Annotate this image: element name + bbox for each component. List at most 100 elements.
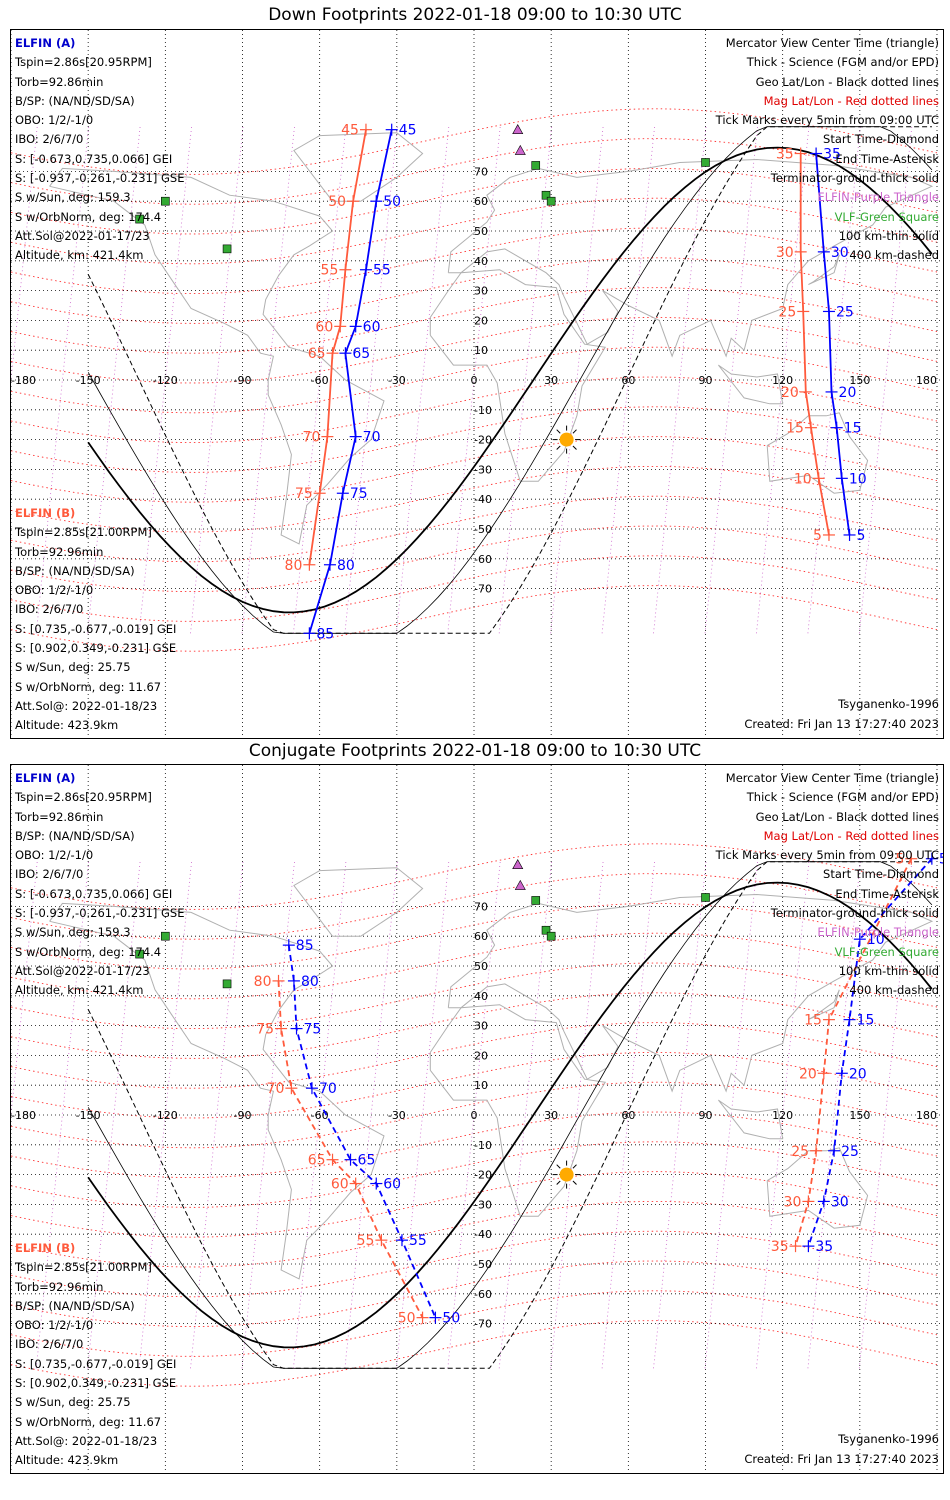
elfin-a-track	[287, 944, 437, 1318]
mag-lon-line	[704, 861, 758, 1369]
lat-tick-label: -30	[474, 1198, 492, 1211]
lon-tick-label: 180	[916, 374, 937, 387]
vlf-square	[161, 931, 170, 941]
lat-tick-label: -10	[474, 1139, 492, 1152]
elfin-b-tick-label: 60	[315, 319, 333, 335]
legend-item: Thick - Science (FGM and/or EPD)	[746, 55, 939, 70]
legend-item: ELFIN-Purple Triangle	[817, 925, 939, 940]
mag-lat-line	[11, 257, 938, 324]
mag-lon-line	[241, 126, 295, 634]
mag-lon-line	[395, 126, 450, 634]
coastline	[718, 1099, 784, 1140]
lon-tick-label: -90	[234, 374, 252, 387]
lon-tick-label: 0	[471, 1109, 478, 1122]
conjugate-footprints-map: -180 -150 -120 -90 -60 -30 0 30 60 90 120 150 180 70 6…	[10, 764, 944, 1474]
elfin-b-label: ELFIN (B)	[15, 506, 76, 520]
elfin-a-tick-label: 75	[350, 486, 368, 502]
mag-lat-line	[11, 495, 938, 563]
terminator-line	[87, 881, 933, 1349]
info-line: Att.Sol@: 2022-01-18/23	[15, 1433, 158, 1448]
lat-tick-label: -30	[474, 463, 492, 476]
mag-lon-line	[807, 861, 861, 1369]
legend-item: Thick - Science (FGM and/or EPD)	[746, 790, 939, 805]
lon-tick-label: 150	[849, 1109, 870, 1122]
lon-tick-label: 180	[916, 1109, 937, 1122]
mag-lon-line	[344, 126, 398, 634]
coastline	[293, 867, 424, 937]
mag-lon-line	[756, 861, 810, 1369]
lat-tick-label: 50	[474, 225, 488, 238]
lon-tick-label: 120	[772, 374, 793, 387]
mag-lon-line	[807, 126, 861, 634]
lat-tick-label: -40	[474, 1228, 492, 1241]
lon-tick-label: -150	[76, 1109, 101, 1122]
elfin-b-tick-label: 15	[804, 1013, 822, 1029]
terminator-100km	[87, 126, 933, 634]
elfin-a-tick-label: 20	[839, 385, 857, 401]
lon-tick-label: 60	[621, 374, 635, 387]
legend-item: Tick Marks every 5min from 09:00 UTC	[715, 848, 939, 863]
down-footprints-map: -180 -150 -120 -90 -60 -30 0 30 60 90 120 150 180 70 6…	[10, 29, 944, 739]
lon-tick-label: -90	[234, 1109, 252, 1122]
mag-lon-line	[447, 126, 501, 634]
info-line: S: [0.735,-0.677,-0.019] GEI	[15, 621, 177, 636]
vlf-square	[546, 931, 556, 941]
elfin-a-tick-label: 20	[849, 1066, 867, 1082]
legend-item: Terminator-ground-thick solid	[770, 906, 939, 921]
model-credits: Tsyganenko-1996 Created: Fri Jan 13 17:2…	[744, 1430, 939, 1469]
vlf-square	[546, 196, 556, 206]
info-line: B/SP: (NA/ND/SD/SA)	[15, 563, 135, 578]
elfin-a-label: ELFIN (A)	[15, 36, 76, 50]
info-line: S w/Sun, deg: 25.75	[15, 660, 131, 675]
mag-lon-line	[550, 126, 604, 634]
mag-lon-line	[11, 126, 38, 384]
lon-tick-label: 90	[699, 374, 713, 387]
legend-item: End Time-Asterisk	[835, 886, 939, 901]
coastline	[808, 254, 840, 286]
elfin-b-tick-label: 5	[895, 852, 904, 868]
elfin-b-tick-label: 60	[331, 1177, 349, 1193]
sun-ray	[572, 429, 577, 434]
elfin-a-tick-label: 50	[383, 194, 401, 210]
elfin-a-tick-label: 65	[352, 346, 370, 362]
legend-item: 100 km-thin solid	[838, 963, 939, 978]
info-line: S w/OrbNorm, deg: 174.4	[15, 209, 162, 224]
mag-lat-line	[11, 555, 938, 622]
elfin-a-tick-label: 70	[319, 1081, 337, 1097]
mag-lon-line	[601, 861, 655, 1369]
down-footprints-title: Down Footprints 2022-01-18 09:00 to 10:3…	[268, 5, 682, 25]
lon-tick-label: -60	[311, 1109, 329, 1122]
elfin-b-tick-label: 30	[776, 245, 794, 261]
elfin-b-tick-label: 50	[398, 1311, 416, 1327]
mag-lat-line	[11, 197, 938, 265]
info-line: S w/Sun, deg: 25.75	[15, 1395, 131, 1410]
info-line: Torb=92.96min	[15, 1279, 104, 1294]
elfin-a-tick-label: 15	[844, 421, 862, 437]
map-layers: -180 -150 -120 -90 -60 -30 0 30 60 90 120 150 180 70 6…	[11, 30, 943, 738]
terminator-100km	[87, 861, 933, 1369]
mag-lon-line	[653, 861, 707, 1369]
coastline	[429, 269, 607, 482]
elfin-b-tick-label: 10	[794, 471, 812, 487]
mag-lon-line	[87, 126, 141, 634]
vlf-square	[135, 949, 144, 959]
mag-lon-line	[858, 861, 913, 1369]
info-line: S w/OrbNorm, deg: 11.67	[15, 1414, 162, 1429]
coastline	[766, 1147, 869, 1229]
lon-tick-label: 30	[544, 1109, 558, 1122]
info-line: IBO: 2/6/7/0	[15, 602, 84, 617]
elfin-b-track	[794, 858, 913, 1247]
legend: Mercator View Center Time (triangle) Thi…	[716, 34, 939, 266]
legend-item: 100 km-thin solid	[838, 228, 939, 243]
elfin-a-tick-label: 15	[857, 1013, 875, 1029]
lat-tick-label: -20	[474, 434, 492, 447]
info-line: B/SP: (NA/ND/SD/SA)	[15, 828, 135, 843]
lat-tick-label: -60	[474, 553, 492, 566]
mag-lon-line	[35, 126, 90, 634]
lon-tick-label: -180	[11, 374, 36, 387]
info-line: Torb=92.86min	[15, 809, 104, 824]
elfin-b-tick-label: 75	[295, 486, 313, 502]
legend-item: Geo Lat/Lon - Black dotted lines	[755, 74, 939, 89]
legend-item: Geo Lat/Lon - Black dotted lines	[755, 809, 939, 824]
elfin-b-tick-label: 70	[267, 1081, 285, 1097]
